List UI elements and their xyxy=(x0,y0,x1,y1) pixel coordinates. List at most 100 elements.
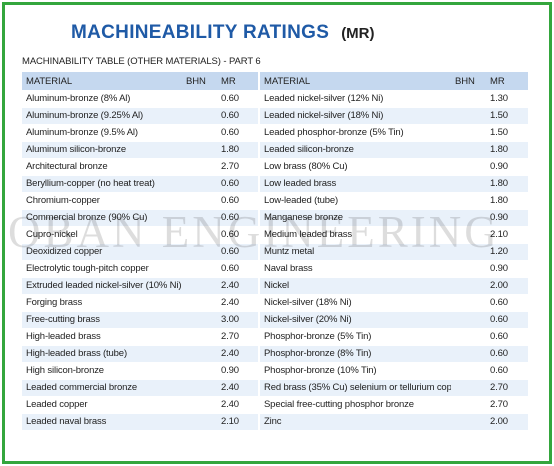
cell-mr-2: 2.00 xyxy=(486,413,528,431)
cell-material-2: Phosphor-bronze (5% Tin) xyxy=(258,328,451,346)
cell-mr-2: 0.60 xyxy=(486,328,528,346)
table-row: Aluminum-bronze (9.5% Al) 0.60 Leaded phos… xyxy=(22,124,528,142)
table-row: Forging brass 2.40 Nickel-silver (18% Ni) 0… xyxy=(22,294,528,312)
cell-mr: 0.60 xyxy=(217,124,259,142)
cell-bhn xyxy=(182,260,217,278)
cell-material: Leaded naval brass xyxy=(22,413,182,431)
table-caption: MACHINABILITY TABLE (OTHER MATERIALS) - … xyxy=(22,56,261,67)
cell-material-2: Muntz metal xyxy=(258,243,451,261)
cell-mr-2: 1.80 xyxy=(486,141,528,159)
cell-material-2: Leaded phosphor-bronze (5% Tin) xyxy=(258,124,451,142)
table-row: Aluminum silicon-bronze 1.80 Leaded silico… xyxy=(22,141,528,159)
cell-mr: 0.60 xyxy=(217,260,259,278)
cell-bhn-2 xyxy=(451,243,486,261)
cell-material: High silicon-bronze xyxy=(22,362,182,380)
table-row: Leaded copper 2.40 Special free-cutting ph… xyxy=(22,396,528,414)
table-row: Cupro-nickel 0.60 Medium leaded brass 2.10 xyxy=(22,226,528,244)
cell-bhn xyxy=(182,141,217,159)
cell-material: High-leaded brass (tube) xyxy=(22,345,182,363)
cell-material-2: Leaded nickel-silver (18% Ni) xyxy=(258,107,451,125)
table-row: Free-cutting brass 3.00 Nickel-silver (20%… xyxy=(22,311,528,329)
cell-material: Commercial bronze (90% Cu) xyxy=(22,209,182,227)
cell-material: Electrolytic tough-pitch copper xyxy=(22,260,182,278)
cell-bhn xyxy=(182,90,217,108)
table-row: Aluminum-bronze (9.25% Al) 0.60 Leaded nic… xyxy=(22,107,528,125)
cell-material-2: Naval brass xyxy=(258,260,451,278)
header-mr-2: MR xyxy=(486,72,528,90)
cell-material-2: Low brass (80% Cu) xyxy=(258,158,451,176)
table-row: Extruded leaded nickel-silver (10% Ni) 2.… xyxy=(22,277,528,295)
cell-mr-2: 0.60 xyxy=(486,345,528,363)
cell-mr-2: 0.90 xyxy=(486,260,528,278)
cell-mr-2: 2.10 xyxy=(486,226,528,244)
cell-mr: 1.80 xyxy=(217,141,259,159)
cell-mr-2: 1.80 xyxy=(486,175,528,193)
cell-material-2: Nickel-silver (20% Ni) xyxy=(258,311,451,329)
table-row: Aluminum-bronze (8% Al) 0.60 Leaded nickel… xyxy=(22,90,528,108)
cell-material: Extruded leaded nickel-silver (10% Ni) xyxy=(22,277,182,295)
table-row: Leaded commercial bronze 2.40 Red brass (3… xyxy=(22,379,528,397)
cell-material-2: Low-leaded (tube) xyxy=(258,192,451,210)
cell-bhn xyxy=(182,243,217,261)
cell-material-2: Nickel-silver (18% Ni) xyxy=(258,294,451,312)
cell-material: Chromium-copper xyxy=(22,192,182,210)
header-material: MATERIAL xyxy=(22,72,182,90)
cell-mr-2: 0.60 xyxy=(486,311,528,329)
cell-bhn xyxy=(182,345,217,363)
cell-material-2: Low leaded brass xyxy=(258,175,451,193)
header-bhn-2: BHN xyxy=(451,72,486,90)
cell-mr-2: 0.60 xyxy=(486,362,528,380)
table-row: Commercial bronze (90% Cu) 0.60 Manganese … xyxy=(22,209,528,227)
cell-material-2: Phosphor-bronze (8% Tin) xyxy=(258,345,451,363)
table-row: High-leaded brass 2.70 Phosphor-bronze (5%… xyxy=(22,328,528,346)
cell-mr: 2.10 xyxy=(217,413,259,431)
cell-material: Aluminum-bronze (8% Al) xyxy=(22,90,182,108)
cell-mr: 2.70 xyxy=(217,158,259,176)
cell-bhn-2 xyxy=(451,209,486,227)
cell-material: Aluminum silicon-bronze xyxy=(22,141,182,159)
cell-bhn xyxy=(182,124,217,142)
table-row: High-leaded brass (tube) 2.40 Phosphor-bro… xyxy=(22,345,528,363)
cell-material-2: Phosphor-bronze (10% Tin) xyxy=(258,362,451,380)
cell-bhn xyxy=(182,209,217,227)
cell-bhn xyxy=(182,107,217,125)
cell-mr-2: 2.70 xyxy=(486,396,528,414)
cell-bhn xyxy=(182,192,217,210)
cell-bhn xyxy=(182,379,217,397)
cell-mr: 0.60 xyxy=(217,243,259,261)
cell-mr-2: 2.00 xyxy=(486,277,528,295)
page-title: MACHINEABILITY RATINGS xyxy=(71,22,330,43)
cell-bhn xyxy=(182,175,217,193)
cell-bhn xyxy=(182,396,217,414)
cell-mr-2: 1.30 xyxy=(486,90,528,108)
cell-material: Beryllium-copper (no heat treat) xyxy=(22,175,182,193)
title-row: MACHINEABILITY RATINGS (MR) xyxy=(71,22,375,50)
cell-mr-2: 1.20 xyxy=(486,243,528,261)
cell-material-2: Zinc xyxy=(258,413,451,431)
header-mr: MR xyxy=(217,72,259,90)
table-header-row: MATERIAL BHN MR MATERIAL BHN MR xyxy=(22,72,528,90)
cell-material: High-leaded brass xyxy=(22,328,182,346)
cell-bhn xyxy=(182,226,217,244)
cell-bhn xyxy=(182,277,217,295)
cell-bhn-2 xyxy=(451,175,486,193)
cell-bhn-2 xyxy=(451,260,486,278)
table-row: Architectural bronze 2.70 Low brass (80% C… xyxy=(22,158,528,176)
cell-bhn-2 xyxy=(451,192,486,210)
cell-bhn-2 xyxy=(451,362,486,380)
table-row: Electrolytic tough-pitch copper 0.60 Naval… xyxy=(22,260,528,278)
cell-mr-2: 1.80 xyxy=(486,192,528,210)
header-material-2: MATERIAL xyxy=(258,72,451,90)
cell-bhn-2 xyxy=(451,226,486,244)
cell-mr-2: 1.50 xyxy=(486,124,528,142)
table-row: High silicon-bronze 0.90 Phosphor-bronze (… xyxy=(22,362,528,380)
cell-mr: 2.40 xyxy=(217,396,259,414)
cell-material: Leaded commercial bronze xyxy=(22,379,182,397)
cell-material-2: Leaded nickel-silver (12% Ni) xyxy=(258,90,451,108)
cell-material-2: Medium leaded brass xyxy=(258,226,451,244)
cell-bhn-2 xyxy=(451,345,486,363)
table-row: Chromium-copper 0.60 Low-leaded (tube) 1.80 xyxy=(22,192,528,210)
cell-mr-2: 2.70 xyxy=(486,379,528,397)
cell-bhn xyxy=(182,158,217,176)
table-row: Beryllium-copper (no heat treat) 0.60 Low … xyxy=(22,175,528,193)
